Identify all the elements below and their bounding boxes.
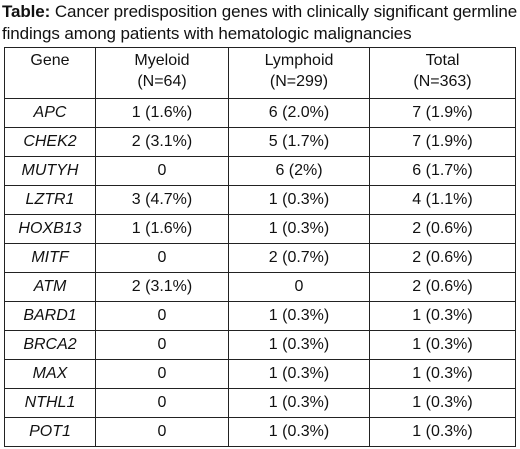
- cell-gene: MITF: [4, 243, 96, 273]
- cell-gene: NTHL1: [4, 388, 96, 418]
- header-lymphoid-count: (N=299): [269, 73, 329, 90]
- cell-lymphoid: 6 (2%): [228, 156, 370, 186]
- table-row: LZTR1 3 (4.7%) 1 (0.3%) 4 (1.1%): [4, 185, 516, 215]
- table-row: MAX 0 1 (0.3%) 1 (0.3%): [4, 359, 516, 389]
- cell-total: 2 (0.6%): [369, 214, 516, 244]
- cell-lymphoid: 1 (0.3%): [228, 359, 370, 389]
- cell-total: 1 (0.3%): [369, 301, 516, 331]
- table-row: BRCA2 0 1 (0.3%) 1 (0.3%): [4, 330, 516, 360]
- header-total-count: (N=363): [413, 73, 472, 90]
- cell-lymphoid: 1 (0.3%): [228, 214, 370, 244]
- cell-total: 6 (1.7%): [369, 156, 516, 186]
- cell-lymphoid: 6 (2.0%): [228, 98, 370, 128]
- cell-total: 1 (0.3%): [369, 359, 516, 389]
- gene-findings-table: Gene Myeloid (N=64) Lymphoid (N=299) Tot…: [4, 47, 516, 447]
- cell-lymphoid: 1 (0.3%): [228, 185, 370, 215]
- cell-myeloid: 1 (1.6%): [95, 98, 229, 128]
- cell-gene: POT1: [4, 417, 96, 447]
- table-row: BARD1 0 1 (0.3%) 1 (0.3%): [4, 301, 516, 331]
- caption-label: Table:: [2, 2, 51, 21]
- table-row: CHEK2 2 (3.1%) 5 (1.7%) 7 (1.9%): [4, 127, 516, 157]
- cell-myeloid: 1 (1.6%): [95, 214, 229, 244]
- header-myeloid-count: (N=64): [137, 73, 187, 90]
- header-total: Total (N=363): [369, 47, 516, 99]
- table-row: ATM 2 (3.1%) 0 2 (0.6%): [4, 272, 516, 302]
- table-row: POT1 0 1 (0.3%) 1 (0.3%): [4, 417, 516, 447]
- cell-gene: HOXB13: [4, 214, 96, 244]
- header-gene-name: Gene: [30, 52, 70, 69]
- cell-myeloid: 0: [95, 388, 229, 418]
- cell-lymphoid: 5 (1.7%): [228, 127, 370, 157]
- cell-myeloid: 0: [95, 417, 229, 447]
- cell-lymphoid: 1 (0.3%): [228, 330, 370, 360]
- cell-gene: MAX: [4, 359, 96, 389]
- cell-total: 1 (0.3%): [369, 417, 516, 447]
- caption-text: Cancer predisposition genes with clinica…: [2, 2, 518, 43]
- cell-total: 1 (0.3%): [369, 388, 516, 418]
- cell-gene: MUTYH: [4, 156, 96, 186]
- header-myeloid-name: Myeloid: [134, 52, 190, 69]
- table-row: MUTYH 0 6 (2%) 6 (1.7%): [4, 156, 516, 186]
- header-myeloid: Myeloid (N=64): [95, 47, 229, 99]
- header-lymphoid-name: Lymphoid: [264, 52, 334, 69]
- cell-myeloid: 2 (3.1%): [95, 272, 229, 302]
- cell-lymphoid: 0: [228, 272, 370, 302]
- cell-myeloid: 0: [95, 156, 229, 186]
- header-row: Gene Myeloid (N=64) Lymphoid (N=299) Tot…: [4, 47, 516, 99]
- table-body: APC 1 (1.6%) 6 (2.0%) 7 (1.9%) CHEK2 2 (3.1%)…: [4, 98, 516, 447]
- table-caption: Table: Cancer predisposition genes with …: [2, 1, 518, 45]
- cell-gene: APC: [4, 98, 96, 128]
- cell-gene: BRCA2: [4, 330, 96, 360]
- cell-lymphoid: 2 (0.7%): [228, 243, 370, 273]
- cell-myeloid: 0: [95, 330, 229, 360]
- table-row: HOXB13 1 (1.6%) 1 (0.3%) 2 (0.6%): [4, 214, 516, 244]
- cell-total: 7 (1.9%): [369, 127, 516, 157]
- cell-lymphoid: 1 (0.3%): [228, 301, 370, 331]
- cell-gene: CHEK2: [4, 127, 96, 157]
- cell-lymphoid: 1 (0.3%): [228, 388, 370, 418]
- table-row: MITF 0 2 (0.7%) 2 (0.6%): [4, 243, 516, 273]
- cell-myeloid: 3 (4.7%): [95, 185, 229, 215]
- cell-myeloid: 0: [95, 243, 229, 273]
- cell-myeloid: 0: [95, 301, 229, 331]
- cell-total: 1 (0.3%): [369, 330, 516, 360]
- header-gene: Gene: [4, 47, 96, 99]
- cell-gene: ATM: [4, 272, 96, 302]
- cell-total: 4 (1.1%): [369, 185, 516, 215]
- cell-total: 7 (1.9%): [369, 98, 516, 128]
- cell-lymphoid: 1 (0.3%): [228, 417, 370, 447]
- header-total-name: Total: [425, 52, 460, 69]
- table-row: APC 1 (1.6%) 6 (2.0%) 7 (1.9%): [4, 98, 516, 128]
- cell-total: 2 (0.6%): [369, 272, 516, 302]
- cell-myeloid: 0: [95, 359, 229, 389]
- cell-myeloid: 2 (3.1%): [95, 127, 229, 157]
- cell-total: 2 (0.6%): [369, 243, 516, 273]
- header-lymphoid: Lymphoid (N=299): [228, 47, 370, 99]
- table-row: NTHL1 0 1 (0.3%) 1 (0.3%): [4, 388, 516, 418]
- cell-gene: LZTR1: [4, 185, 96, 215]
- cell-gene: BARD1: [4, 301, 96, 331]
